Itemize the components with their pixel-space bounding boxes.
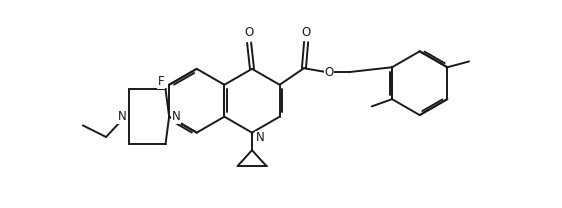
Text: O: O bbox=[324, 66, 333, 79]
Text: N: N bbox=[172, 110, 181, 123]
Text: O: O bbox=[244, 26, 253, 40]
Text: N: N bbox=[117, 110, 126, 123]
Text: O: O bbox=[301, 26, 311, 39]
Text: F: F bbox=[157, 75, 164, 88]
Text: N: N bbox=[256, 131, 264, 144]
